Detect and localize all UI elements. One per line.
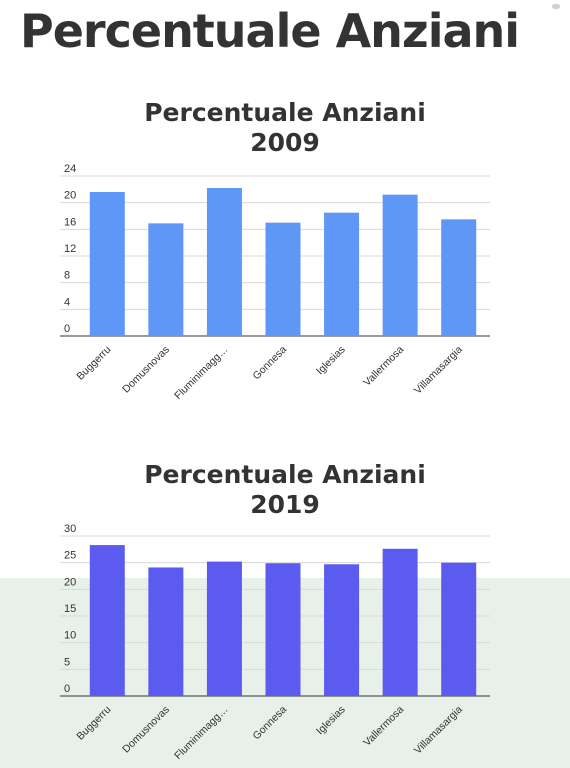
y-tick-label: 10 <box>64 630 76 642</box>
y-tick-label: 30 <box>64 523 76 535</box>
y-tick-label: 20 <box>64 576 76 588</box>
chart-title-2009: Percentuale Anziani 2009 <box>0 98 570 158</box>
x-category-label: Iglesias <box>314 704 348 738</box>
x-category-label: Gonnesa <box>250 704 289 743</box>
bar <box>206 561 242 696</box>
x-category-label: Vallermosa <box>361 704 406 749</box>
chart-title-2019: Percentuale Anziani 2019 <box>0 460 570 520</box>
y-tick-label: 25 <box>64 550 76 562</box>
y-tick-label: 12 <box>64 243 76 255</box>
bar <box>324 212 360 336</box>
x-category-label: Domusnovas <box>120 704 172 756</box>
bar <box>206 188 242 336</box>
bar <box>148 567 184 696</box>
x-category-label: Fluminimagg… <box>172 704 230 762</box>
page-title: Percentuale Anziani <box>20 4 520 58</box>
bar <box>148 223 184 336</box>
y-tick-label: 8 <box>64 270 70 282</box>
bar <box>382 194 418 336</box>
y-tick-label: 15 <box>64 603 76 615</box>
bar <box>324 564 360 696</box>
x-category-label: Buggerru <box>74 704 113 743</box>
chart-title-line1: Percentuale Anziani <box>144 98 426 127</box>
y-tick-label: 0 <box>64 323 70 335</box>
chart-title-year: 2019 <box>250 490 320 519</box>
y-tick-label: 5 <box>64 656 70 668</box>
bar <box>441 219 477 336</box>
y-tick-label: 16 <box>64 216 76 228</box>
bar <box>265 563 301 696</box>
y-tick-label: 0 <box>64 683 70 695</box>
chart-title-year: 2009 <box>250 128 320 157</box>
y-tick-label: 4 <box>64 296 70 308</box>
y-tick-label: 24 <box>64 163 76 175</box>
chart-title-line1: Percentuale Anziani <box>144 460 426 489</box>
x-category-label: Villamasargia <box>412 704 465 757</box>
bar <box>441 562 477 696</box>
bar <box>265 222 301 336</box>
bar <box>89 192 125 336</box>
y-tick-label: 20 <box>64 190 76 202</box>
bar <box>382 548 418 696</box>
bar <box>89 545 125 696</box>
menu-dots-icon <box>552 4 560 9</box>
